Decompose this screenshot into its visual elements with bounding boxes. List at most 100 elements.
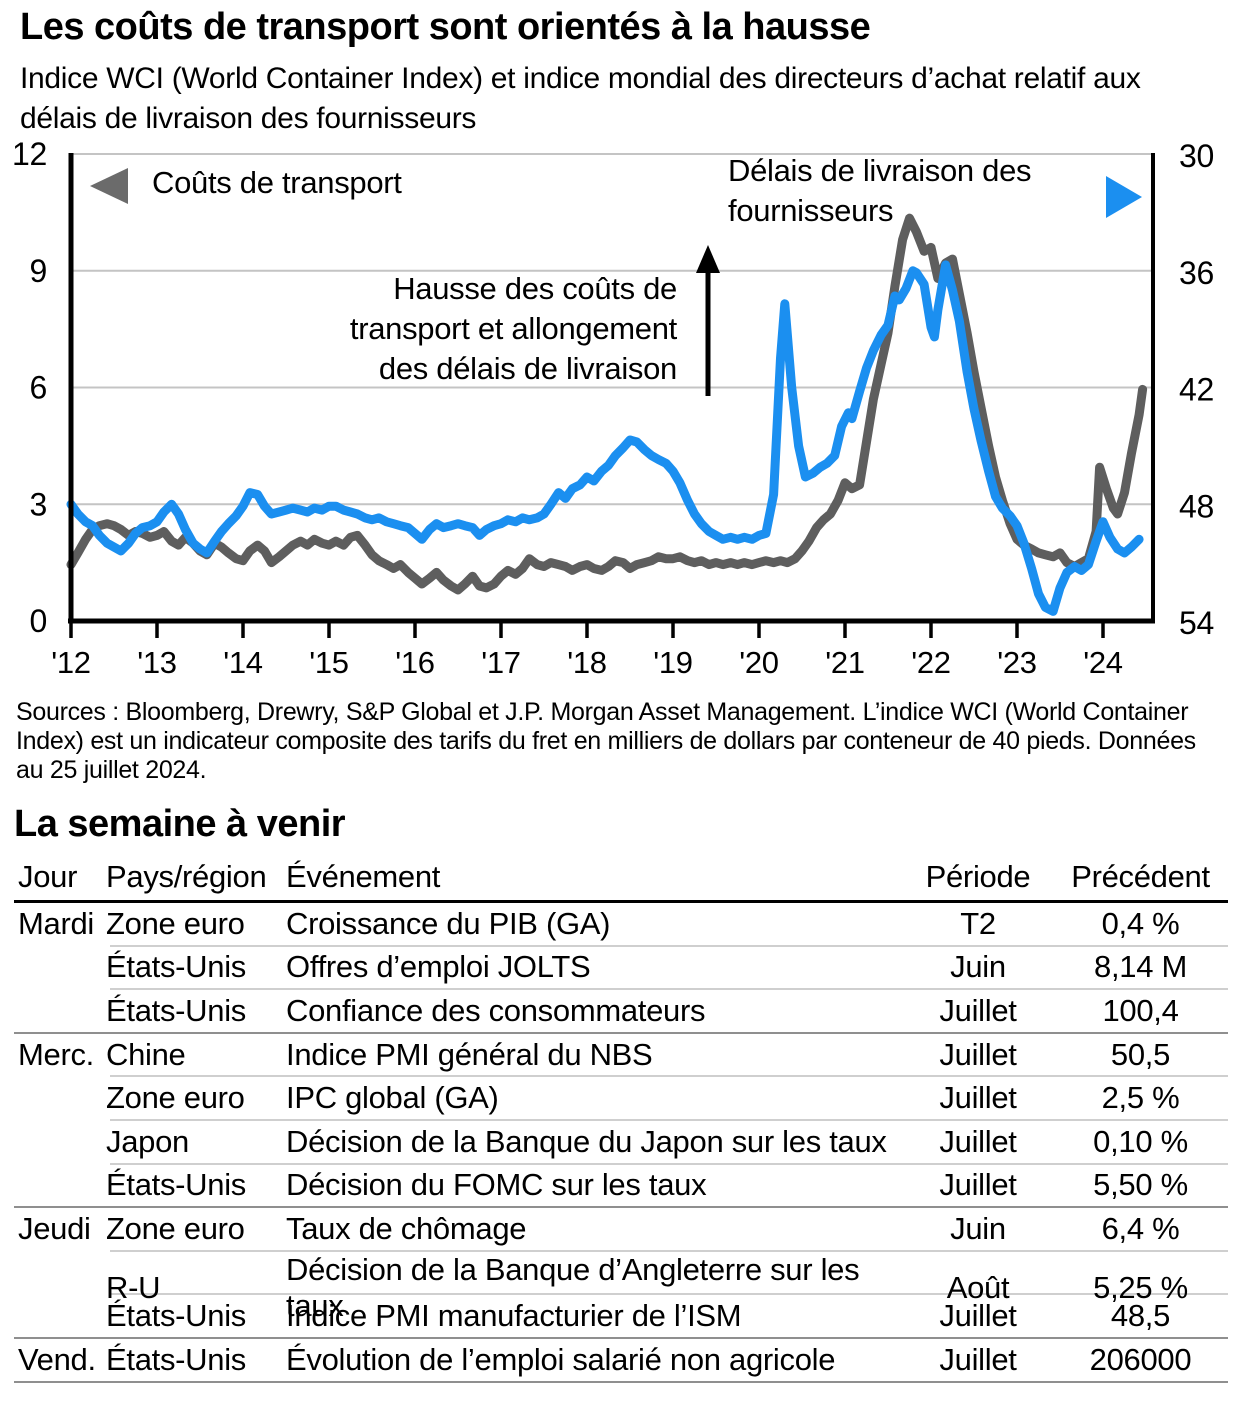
right-axis-label: 42 (1179, 372, 1214, 408)
legend-left-arrow-icon (90, 168, 128, 204)
period-cell: Juillet (939, 1123, 1017, 1159)
period-cell: Juin (950, 1210, 1006, 1246)
table-row: États-Unis Indice PMI manufacturier de l’… (14, 1295, 1228, 1337)
country-cell: Zone euro (106, 1080, 245, 1116)
country-cell: États-Unis (106, 1298, 246, 1334)
table-row: Merc. Chine Indice PMI général du NBS Juill… (14, 1034, 1228, 1076)
x-tick-label: '20 (739, 645, 779, 680)
x-tick-label: '14 (223, 645, 263, 680)
period-cell: Juillet (939, 1080, 1017, 1116)
row-separator (110, 1293, 1228, 1296)
event-cell: Décision du FOMC sur les taux (286, 1167, 707, 1203)
annotation-up-arrow-icon (696, 245, 720, 396)
event-cell: Indice PMI manufacturier de l’ISM (286, 1298, 742, 1334)
period-cell: Juillet (939, 1167, 1017, 1203)
chart-canvas: '12 '13 '14 '15 '16 '17 '18 '19 '20 '21 '22 '23 '24 1… (12, 141, 1214, 680)
event-cell: Indice PMI général du NBS (286, 1036, 653, 1072)
previous-cell: 100,4 (1102, 992, 1179, 1028)
previous-cell: 50,5 (1110, 1036, 1171, 1072)
table-row: États-Unis Décision du FOMC sur les taux J… (14, 1165, 1228, 1207)
x-tick-label: '12 (51, 645, 91, 680)
country-cell: Zone euro (106, 1210, 245, 1246)
period-cell: Juillet (939, 1036, 1017, 1072)
previous-cell: 2,5 % (1101, 1080, 1180, 1116)
x-tick-label: '21 (825, 645, 865, 680)
country-cell: Zone euro (106, 905, 245, 941)
series-line-right (66, 260, 1144, 616)
table-row: Zone euro IPC global (GA) Juillet 2,5 % (14, 1077, 1228, 1119)
left-axis-label: 0 (30, 603, 48, 639)
previous-cell: 8,14 M (1094, 949, 1187, 985)
row-separator (110, 944, 1228, 947)
previous-cell: 48,5 (1110, 1298, 1171, 1334)
right-axis-label: 36 (1179, 255, 1214, 291)
table-row: États-Unis Offres d’emploi JOLTS Juin 8,14 … (14, 947, 1228, 989)
col-header-day: Jour (18, 859, 78, 894)
col-header-country: Pays/région (106, 859, 267, 894)
legend-delivery-times-label: Délais de livraison des fournisseurs (728, 153, 1032, 228)
right-axis-label: 54 (1179, 605, 1214, 641)
day-cell: Merc. (18, 1036, 95, 1072)
x-tick-label: '15 (309, 645, 349, 680)
events-table: Jour Pays/région Événement Période Précé… (14, 854, 1228, 1383)
previous-cell: 206000 (1089, 1341, 1192, 1377)
period-cell: Juillet (939, 1298, 1017, 1334)
previous-cell: 0,4 % (1101, 905, 1180, 941)
period-cell: Juillet (939, 992, 1017, 1028)
x-tick-label: '19 (653, 645, 693, 680)
series-line-left (66, 213, 1148, 595)
chart-annotation: Hausse des coûts de transport et allonge… (349, 271, 677, 386)
events-table-body: Mardi Zone euro Croissance du PIB (GA) T2 0,… (14, 903, 1228, 1383)
left-axis-label: 3 (30, 486, 48, 522)
period-cell: T2 (960, 905, 996, 941)
country-cell: Chine (106, 1036, 186, 1072)
row-separator (14, 1336, 1228, 1339)
day-cell: Jeudi (18, 1210, 91, 1246)
col-header-period: Période (925, 859, 1031, 894)
row-separator (14, 1031, 1228, 1034)
x-tick-label: '24 (1083, 645, 1123, 680)
row-separator (110, 1118, 1228, 1121)
day-cell: Vend. (18, 1341, 96, 1377)
country-cell: États-Unis (106, 1341, 246, 1377)
row-separator (110, 1075, 1228, 1078)
period-cell: Juin (950, 949, 1006, 985)
event-cell: Évolution de l’emploi salarié non agrico… (286, 1341, 836, 1377)
events-table-header: Jour Pays/région Événement Période Précé… (14, 854, 1228, 903)
event-cell: Décision de la Banque d’Angleterre sur l… (286, 1251, 860, 1323)
previous-cell: 5,25 % (1093, 1269, 1188, 1305)
right-axis-label: 30 (1179, 141, 1214, 174)
country-cell: États-Unis (106, 1167, 246, 1203)
page-subtitle: Indice WCI (World Container Index) et in… (20, 62, 1141, 135)
chart: '12 '13 '14 '15 '16 '17 '18 '19 '20 '21 '22 '23 '24 1… (0, 141, 1242, 686)
x-tick-label: '16 (395, 645, 435, 680)
x-tick-label: '18 (567, 645, 607, 680)
country-cell: R-U (106, 1269, 161, 1305)
left-axis-label: 9 (30, 253, 48, 289)
event-cell: Taux de chômage (286, 1210, 527, 1246)
event-cell: Croissance du PIB (GA) (286, 905, 611, 941)
x-tick-label: '13 (137, 645, 177, 680)
left-axis-label: 12 (12, 141, 47, 172)
row-separator (110, 1249, 1228, 1252)
table-row: Jeudi Zone euro Taux de chômage Juin 6,4 % (14, 1208, 1228, 1250)
previous-cell: 0,10 % (1093, 1123, 1188, 1159)
row-separator (110, 988, 1228, 991)
previous-cell: 5,50 % (1093, 1167, 1188, 1203)
right-axis-label: 48 (1179, 488, 1214, 524)
col-header-previous: Précédent (1071, 859, 1210, 894)
x-tick-label: '17 (481, 645, 521, 680)
event-cell: Décision de la Banque du Japon sur les t… (286, 1123, 887, 1159)
table-row: Japon Décision de la Banque du Japon sur … (14, 1121, 1228, 1163)
x-tick-label: '23 (997, 645, 1037, 680)
legend-transport-costs-label: Coûts de transport (152, 165, 402, 200)
day-cell: Mardi (18, 905, 95, 941)
col-header-event: Événement (286, 859, 441, 894)
table-row: Vend. États-Unis Évolution de l’emploi sal… (14, 1339, 1228, 1381)
left-axis-label: 6 (30, 370, 48, 406)
row-separator (14, 1206, 1228, 1209)
table-row: États-Unis Confiance des consommateurs Jui… (14, 990, 1228, 1032)
table-bottom-rule (14, 1380, 1228, 1383)
country-cell: Japon (106, 1123, 189, 1159)
